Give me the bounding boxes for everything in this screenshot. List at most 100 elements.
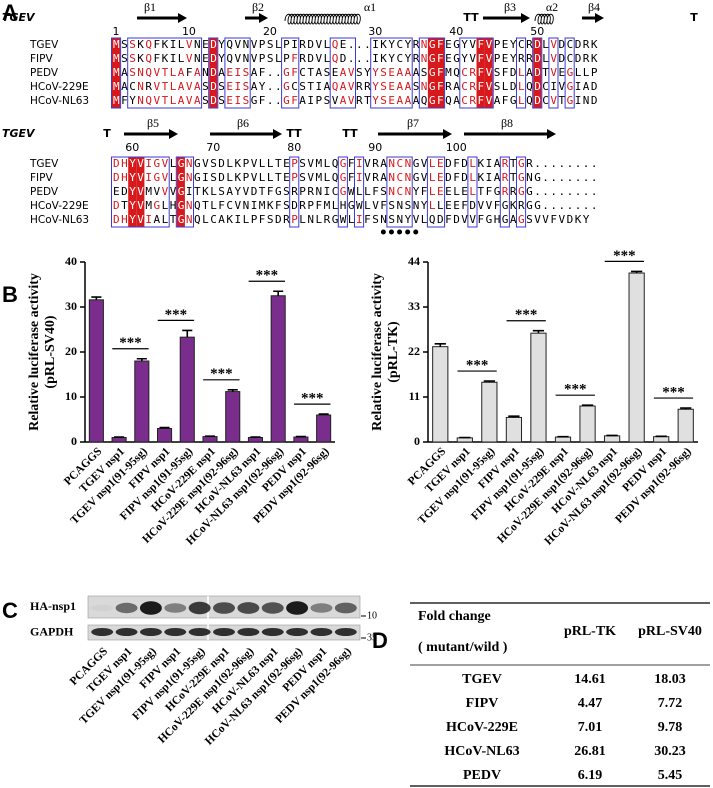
residue: L	[275, 38, 282, 51]
residue: N	[243, 38, 250, 51]
residue: G	[154, 171, 161, 184]
residue: G	[518, 157, 525, 170]
residue: C	[461, 94, 468, 107]
residue: F	[421, 185, 428, 198]
residue: F	[453, 157, 460, 170]
residue: G	[283, 94, 290, 107]
residue: H	[170, 199, 177, 212]
bar	[505, 416, 523, 443]
identical-column	[112, 38, 121, 108]
residue: R	[356, 80, 363, 93]
residue: K	[591, 38, 598, 51]
residue: D	[469, 199, 476, 212]
residue: R	[413, 52, 420, 65]
residue: G	[251, 94, 258, 107]
bar	[653, 436, 670, 443]
similar-frame	[370, 37, 413, 109]
residue: P	[243, 157, 250, 170]
residue: H	[494, 213, 501, 226]
residue: F	[461, 199, 468, 212]
residue: V	[251, 157, 258, 170]
residue: N	[388, 185, 395, 198]
residue: .	[583, 185, 590, 198]
residue: Y	[129, 171, 136, 184]
residue: .	[591, 171, 598, 184]
residue: T	[275, 171, 282, 184]
residue: N	[421, 38, 428, 51]
residue: V	[486, 38, 493, 51]
sequence-name: HCoV-229E	[30, 200, 89, 212]
residue: I	[575, 94, 582, 107]
residue: E	[445, 38, 452, 51]
residue: R	[372, 157, 379, 170]
residue: G	[518, 185, 525, 198]
residue: H	[121, 157, 128, 170]
residue: Y	[388, 52, 395, 65]
residue: Q	[332, 52, 339, 65]
residue: L	[469, 171, 476, 184]
residue: K	[478, 171, 485, 184]
residue: .	[356, 52, 363, 65]
residue: D	[291, 199, 298, 212]
residue: N	[243, 199, 250, 212]
residue: M	[324, 199, 331, 212]
residue: R	[413, 38, 420, 51]
residue: L	[226, 171, 233, 184]
residue: S	[243, 80, 250, 93]
residue: V	[251, 38, 258, 51]
residue: F	[437, 80, 444, 93]
residue-number: 60	[125, 141, 139, 154]
residue: C	[567, 52, 574, 65]
band	[286, 601, 309, 615]
residue: V	[550, 66, 557, 79]
residue-number: 50	[530, 25, 544, 38]
residue: D	[251, 185, 258, 198]
table-cell: 4.47	[578, 696, 603, 711]
similar-frame	[208, 37, 219, 109]
residue: Q	[145, 52, 152, 65]
residue: Q	[421, 94, 428, 107]
band	[286, 628, 309, 636]
residue: A	[494, 171, 501, 184]
significance-label: ***	[613, 248, 636, 264]
residue: L	[202, 213, 209, 226]
residue: D	[461, 171, 468, 184]
residue: A	[405, 94, 412, 107]
residue: R	[299, 52, 306, 65]
residue: G	[453, 38, 460, 51]
residue: I	[550, 80, 557, 93]
residue: Y	[218, 38, 225, 51]
residue: F	[550, 213, 557, 226]
residue-number: 40	[449, 25, 463, 38]
residue: .	[559, 185, 566, 198]
residue: A	[405, 80, 412, 93]
bar	[225, 391, 241, 443]
residue: D	[340, 52, 347, 65]
bar	[157, 428, 173, 443]
residue: D	[453, 213, 460, 226]
residue: Q	[145, 38, 152, 51]
residue: .	[348, 52, 355, 65]
residue: F	[494, 199, 501, 212]
residue: .	[542, 171, 549, 184]
residue: F	[478, 80, 485, 93]
residue: S	[129, 66, 136, 79]
residue: Y	[129, 213, 136, 226]
residue: G	[453, 52, 460, 65]
table-cell: FIPV	[466, 696, 499, 711]
residue: L	[518, 80, 525, 93]
residue: G	[194, 171, 201, 184]
residue: F	[437, 94, 444, 107]
residue: N	[405, 171, 412, 184]
motif-dot	[413, 229, 419, 235]
residue: .	[575, 199, 582, 212]
residue: N	[583, 94, 590, 107]
table-header: ( mutant/wild )	[418, 640, 508, 655]
residue: R	[510, 185, 517, 198]
residue: N	[405, 185, 412, 198]
residue: .	[575, 157, 582, 170]
residue: V	[413, 213, 420, 226]
similar-frame	[418, 37, 446, 109]
residue: Q	[526, 94, 533, 107]
residue: S	[380, 94, 387, 107]
